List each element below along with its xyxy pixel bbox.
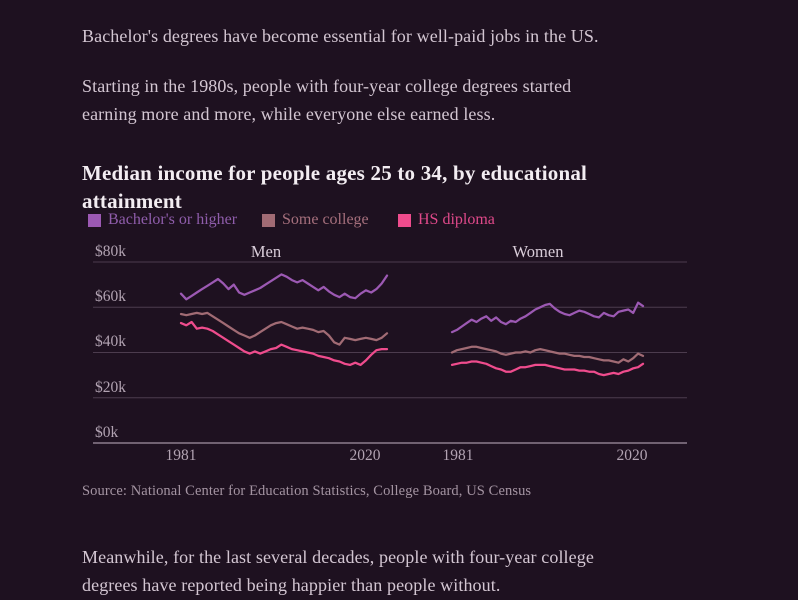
x-tick-men-2020: 2020 [349, 447, 381, 464]
series-line-men-bachelor-s-or-higher [179, 273, 389, 301]
x-tick-men-1981: 1981 [165, 447, 197, 464]
legend-swatch-bachelors [88, 213, 101, 227]
legend-item-some-college: Some college [262, 211, 369, 229]
legend-label-bachelors: Bachelor's or higher [108, 211, 238, 228]
series-line-men-hs-diploma [179, 320, 389, 367]
y-axis-tick-60k: $60k [95, 288, 126, 305]
y-axis-tick-80k: $80k [95, 243, 126, 260]
series-line-women-bachelor-s-or-higher [450, 301, 645, 334]
series-line-women-some-college [450, 345, 645, 364]
legend-label-some-college: Some college [282, 211, 369, 228]
closing-paragraph: Meanwhile, for the last several decades,… [82, 547, 594, 595]
legend-item-hs-diploma: HS diploma [398, 211, 495, 229]
series-line-women-hs-diploma [450, 360, 645, 377]
y-axis-tick-0k: $0k [95, 424, 119, 441]
chart-legend: Bachelor's or higher Some college HS dip… [88, 211, 748, 231]
facet-title-men: Men [250, 242, 282, 261]
context-paragraph: Starting in the 1980s, people with four-… [82, 76, 572, 124]
legend-swatch-some-college [262, 213, 275, 227]
facet-title-women: Women [512, 242, 564, 261]
intro-paragraph: Bachelor's degrees have become essential… [82, 26, 599, 46]
y-axis-tick-40k: $40k [95, 333, 126, 350]
series-line-men-some-college [179, 311, 389, 346]
legend-label-hs-diploma: HS diploma [418, 211, 495, 228]
income-line-chart [93, 261, 687, 444]
chart-source: Source: National Center for Education St… [82, 483, 532, 499]
legend-item-bachelors: Bachelor's or higher [88, 211, 237, 229]
chart-title: Median income for people ages 25 to 34, … [82, 161, 588, 213]
x-tick-women-2020: 2020 [616, 447, 648, 464]
legend-swatch-hs-diploma [398, 213, 411, 227]
y-axis-tick-20k: $20k [95, 379, 126, 396]
x-tick-women-1981: 1981 [442, 447, 474, 464]
